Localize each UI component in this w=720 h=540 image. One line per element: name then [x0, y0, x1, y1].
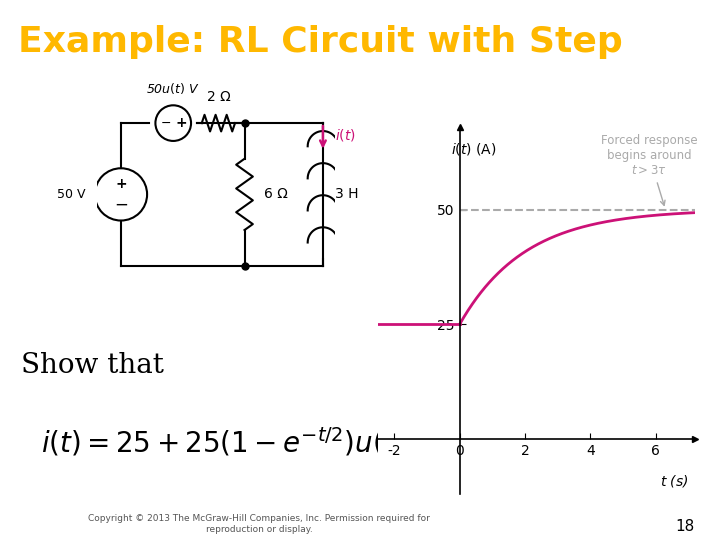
Text: $t$ (s): $t$ (s) [660, 474, 688, 489]
Text: Forced response
begins around
$t > 3\tau$: Forced response begins around $t > 3\tau… [600, 134, 698, 205]
Text: −: − [161, 117, 171, 130]
Text: Show that: Show that [21, 352, 163, 379]
Text: +: + [115, 177, 127, 191]
Text: 50$u(t)$ V: 50$u(t)$ V [146, 81, 200, 96]
Text: +: + [176, 116, 187, 130]
Text: 18: 18 [675, 518, 695, 534]
Text: 6 Ω: 6 Ω [264, 187, 287, 201]
Text: Copyright © 2013 The McGraw-Hill Companies, Inc. Permission required for
reprodu: Copyright © 2013 The McGraw-Hill Compani… [89, 514, 430, 534]
Text: $i(t)=25+25(1-e^{-t/2})u(t)$ A: $i(t)=25+25(1-e^{-t/2})u(t)$ A [41, 426, 436, 459]
Text: 3 H: 3 H [335, 187, 359, 201]
Text: $i(t)$: $i(t)$ [335, 127, 356, 143]
Text: $i(t)$ (A): $i(t)$ (A) [451, 140, 497, 157]
Text: −: − [114, 196, 128, 214]
Text: 50 V: 50 V [57, 188, 85, 201]
Circle shape [95, 168, 147, 220]
Text: 2 Ω: 2 Ω [207, 90, 230, 104]
Text: Example: RL Circuit with Step: Example: RL Circuit with Step [18, 24, 623, 58]
Circle shape [156, 105, 191, 141]
